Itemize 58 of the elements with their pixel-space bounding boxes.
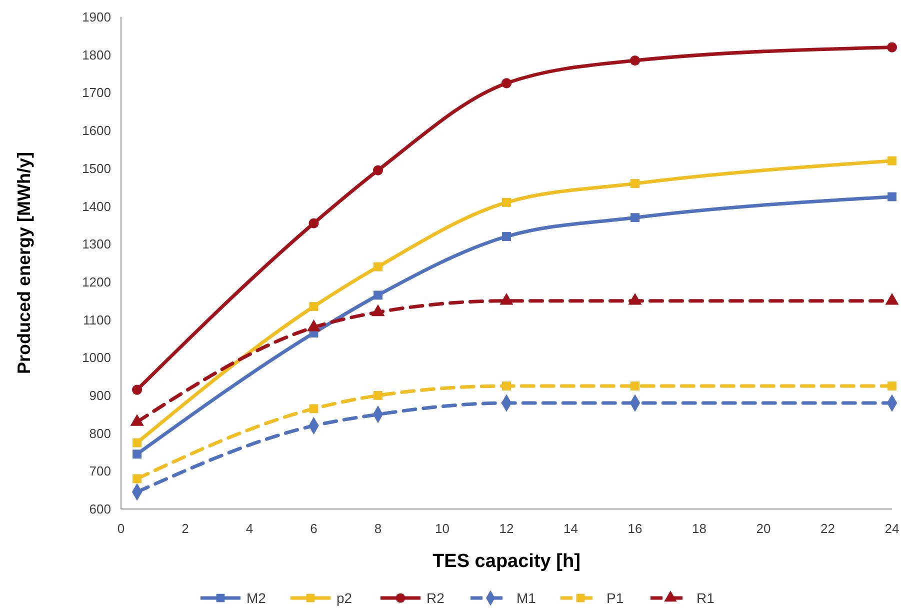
y-tick-label: 1200 — [82, 274, 111, 290]
point — [372, 165, 384, 176]
y-tick-label: 1500 — [82, 160, 111, 176]
point — [132, 384, 142, 395]
y-tick-label: 700 — [89, 464, 111, 479]
x-tick-label: 2 — [182, 521, 189, 536]
point — [888, 382, 896, 390]
legend-label: R1 — [696, 590, 715, 606]
x-tick-label: 22 — [820, 521, 835, 536]
point — [309, 404, 318, 414]
point — [502, 232, 511, 241]
y-tick-label: 1100 — [83, 312, 111, 328]
x-tick-label: 8 — [374, 521, 382, 536]
point — [374, 262, 382, 272]
legend-label: P1 — [606, 590, 624, 606]
x-tick-label: 0 — [117, 521, 125, 536]
x-axis-title: TES capacity [h] — [432, 551, 580, 572]
point — [630, 179, 640, 188]
point — [308, 218, 319, 228]
y-tick-label: 900 — [89, 388, 111, 404]
y-tick-label: 1700 — [82, 85, 111, 100]
point — [374, 290, 382, 300]
legend-label: R2 — [426, 590, 445, 606]
x-tick-label: 10 — [435, 521, 450, 536]
legend-label: p2 — [336, 590, 352, 606]
x-tick-label: 24 — [884, 521, 900, 536]
x-tick-label: 14 — [564, 521, 578, 536]
point — [630, 382, 640, 390]
legend-label: M1 — [516, 590, 536, 606]
y-tick-label: 1900 — [82, 10, 111, 25]
y-tick-label: 1000 — [82, 350, 111, 366]
x-tick-label: 4 — [246, 521, 254, 536]
x-tick-label: 20 — [756, 521, 771, 536]
y-tick-label: 600 — [89, 502, 111, 517]
x-tick-label: 18 — [692, 521, 706, 536]
point — [888, 156, 896, 166]
legend-label: M2 — [246, 590, 266, 606]
x-tick-label: 6 — [310, 521, 318, 536]
x-tick-label: 16 — [628, 521, 642, 536]
y-tick-label: 1800 — [82, 47, 111, 62]
point — [374, 390, 382, 400]
y-tick-label: 1400 — [82, 198, 111, 214]
point — [888, 192, 896, 202]
point — [630, 55, 640, 66]
y-axis-title: Produced energy [MWh/y] — [14, 152, 34, 374]
point — [502, 382, 511, 390]
y-tick-label: 1300 — [82, 236, 111, 252]
point — [132, 450, 142, 459]
point — [309, 302, 318, 311]
point — [502, 198, 511, 207]
x-tick-label: 12 — [499, 521, 514, 536]
y-tick-label: 1600 — [82, 123, 111, 138]
y-tick-label: 800 — [89, 426, 111, 441]
point — [886, 42, 898, 52]
point — [132, 474, 142, 484]
point — [501, 78, 512, 88]
point — [630, 213, 640, 222]
point — [132, 438, 142, 448]
